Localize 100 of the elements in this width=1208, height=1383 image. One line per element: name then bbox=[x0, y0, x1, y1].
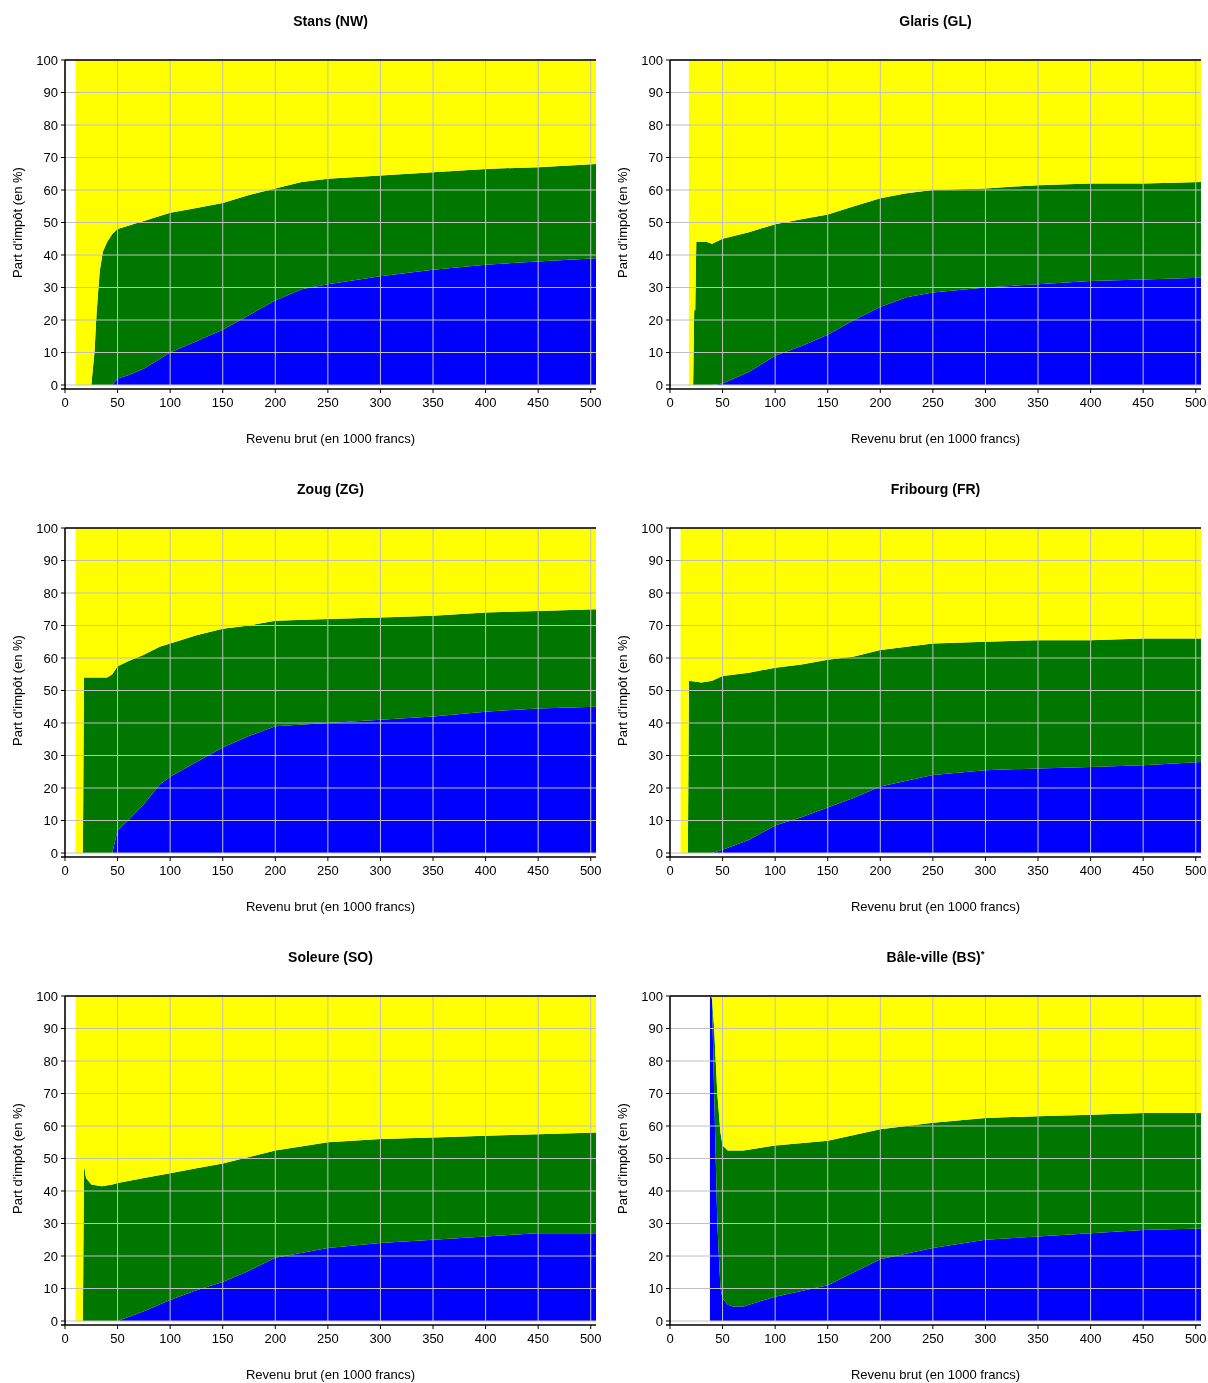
y-tick-label: 70 bbox=[648, 1086, 663, 1101]
y-tick-label: 50 bbox=[43, 215, 58, 230]
y-tick-label: 80 bbox=[648, 585, 663, 601]
x-tick-label: 0 bbox=[61, 863, 69, 878]
x-tick-label: 450 bbox=[527, 1331, 550, 1346]
y-tick-label: 0 bbox=[50, 377, 58, 393]
y-tick-label: 90 bbox=[648, 85, 663, 100]
y-tick-label: 20 bbox=[43, 780, 58, 796]
x-tick-label: 200 bbox=[264, 1331, 287, 1346]
y-tick-label: 20 bbox=[648, 312, 663, 328]
x-tick-label: 50 bbox=[110, 1331, 125, 1346]
x-tick-label: 500 bbox=[1184, 395, 1207, 410]
x-tick-label: 50 bbox=[715, 395, 730, 410]
chart-title: Stans (NW) bbox=[293, 13, 368, 29]
y-axis-title: Part d'impôt (en %) bbox=[615, 1103, 630, 1214]
y-tick-label: 60 bbox=[648, 1118, 663, 1134]
y-axis-title: Part d'impôt (en %) bbox=[615, 635, 630, 746]
y-tick-label: 40 bbox=[648, 247, 663, 263]
x-tick-label: 50 bbox=[110, 395, 125, 410]
x-tick-label: 250 bbox=[922, 1331, 944, 1346]
x-tick-label: 250 bbox=[317, 1331, 339, 1346]
x-tick-label: 350 bbox=[1027, 395, 1049, 410]
y-tick-label: 50 bbox=[648, 683, 663, 698]
y-tick-label: 40 bbox=[648, 1183, 663, 1199]
x-axis-title: Revenu brut (en 1000 francs) bbox=[850, 899, 1021, 914]
y-tick-label: 0 bbox=[655, 1313, 663, 1329]
chart-title: Soleure (SO) bbox=[288, 949, 373, 965]
chart-title: Fribourg (FR) bbox=[890, 481, 981, 497]
x-tick-label: 200 bbox=[869, 1331, 892, 1346]
x-tick-label: 450 bbox=[1132, 1331, 1155, 1346]
y-tick-label: 100 bbox=[641, 520, 663, 536]
y-tick-label: 100 bbox=[36, 520, 58, 536]
y-tick-label: 100 bbox=[36, 988, 58, 1004]
x-tick-label: 150 bbox=[211, 1331, 234, 1346]
y-tick-label: 10 bbox=[648, 345, 663, 360]
x-tick-label: 500 bbox=[579, 1331, 602, 1346]
chart-title: Zoug (ZG) bbox=[297, 481, 364, 497]
y-tick-label: 40 bbox=[43, 715, 58, 731]
x-tick-label: 450 bbox=[527, 395, 550, 410]
x-tick-label: 350 bbox=[422, 395, 444, 410]
y-axis-title: Part d'impôt (en %) bbox=[615, 167, 630, 278]
x-tick-label: 100 bbox=[159, 863, 181, 878]
y-tick-label: 60 bbox=[43, 1118, 58, 1134]
x-tick-label: 300 bbox=[974, 863, 997, 878]
x-tick-label: 250 bbox=[317, 863, 339, 878]
y-tick-label: 40 bbox=[43, 1183, 58, 1199]
y-tick-label: 10 bbox=[648, 813, 663, 828]
y-tick-label: 50 bbox=[43, 1151, 58, 1166]
x-tick-label: 250 bbox=[317, 395, 339, 410]
x-axis-title: Revenu brut (en 1000 francs) bbox=[850, 431, 1021, 446]
y-tick-label: 0 bbox=[655, 377, 663, 393]
x-tick-label: 200 bbox=[869, 863, 892, 878]
x-tick-label: 400 bbox=[1079, 1331, 1102, 1346]
y-tick-label: 80 bbox=[43, 585, 58, 601]
chart-title: Bâle-ville (BS)$^{*}$ bbox=[886, 947, 985, 965]
x-tick-label: 250 bbox=[922, 863, 944, 878]
x-tick-label: 350 bbox=[1027, 863, 1049, 878]
y-tick-label: 10 bbox=[43, 345, 58, 360]
x-axis-title: Revenu brut (en 1000 francs) bbox=[245, 431, 416, 446]
x-tick-label: 500 bbox=[1184, 863, 1207, 878]
x-tick-label: 150 bbox=[816, 1331, 839, 1346]
x-tick-label: 500 bbox=[579, 395, 602, 410]
y-tick-label: 10 bbox=[648, 1281, 663, 1296]
x-tick-label: 0 bbox=[666, 395, 674, 410]
y-tick-label: 50 bbox=[648, 215, 663, 230]
x-axis-title: Revenu brut (en 1000 francs) bbox=[245, 1367, 416, 1382]
y-tick-label: 30 bbox=[43, 1216, 58, 1231]
y-tick-label: 0 bbox=[50, 845, 58, 861]
y-tick-label: 70 bbox=[648, 618, 663, 633]
y-tick-label: 90 bbox=[648, 1021, 663, 1036]
x-tick-label: 100 bbox=[159, 1331, 181, 1346]
y-tick-label: 80 bbox=[43, 117, 58, 133]
y-tick-label: 60 bbox=[43, 650, 58, 666]
y-tick-label: 20 bbox=[43, 312, 58, 328]
x-tick-label: 0 bbox=[61, 395, 69, 410]
x-axis-title: Revenu brut (en 1000 francs) bbox=[850, 1367, 1021, 1382]
y-tick-label: 30 bbox=[648, 748, 663, 763]
x-tick-label: 300 bbox=[369, 395, 392, 410]
y-axis-title: Part d'impôt (en %) bbox=[10, 167, 25, 278]
x-tick-label: 100 bbox=[764, 1331, 786, 1346]
y-tick-label: 90 bbox=[43, 553, 58, 568]
x-tick-label: 400 bbox=[1079, 863, 1102, 878]
y-tick-label: 40 bbox=[43, 247, 58, 263]
x-tick-label: 0 bbox=[61, 1331, 69, 1346]
x-tick-label: 0 bbox=[666, 1331, 674, 1346]
y-tick-label: 0 bbox=[655, 845, 663, 861]
y-tick-label: 20 bbox=[43, 1248, 58, 1264]
x-tick-label: 100 bbox=[764, 863, 786, 878]
y-tick-label: 20 bbox=[648, 780, 663, 796]
x-tick-label: 300 bbox=[974, 395, 997, 410]
x-tick-label: 100 bbox=[159, 395, 181, 410]
y-tick-label: 90 bbox=[43, 1021, 58, 1036]
x-tick-label: 200 bbox=[869, 395, 892, 410]
y-tick-label: 10 bbox=[43, 813, 58, 828]
y-tick-label: 100 bbox=[36, 52, 58, 68]
x-tick-label: 500 bbox=[579, 863, 602, 878]
y-tick-label: 50 bbox=[43, 683, 58, 698]
y-tick-label: 100 bbox=[641, 988, 663, 1004]
y-tick-label: 30 bbox=[43, 748, 58, 763]
y-tick-label: 10 bbox=[43, 1281, 58, 1296]
